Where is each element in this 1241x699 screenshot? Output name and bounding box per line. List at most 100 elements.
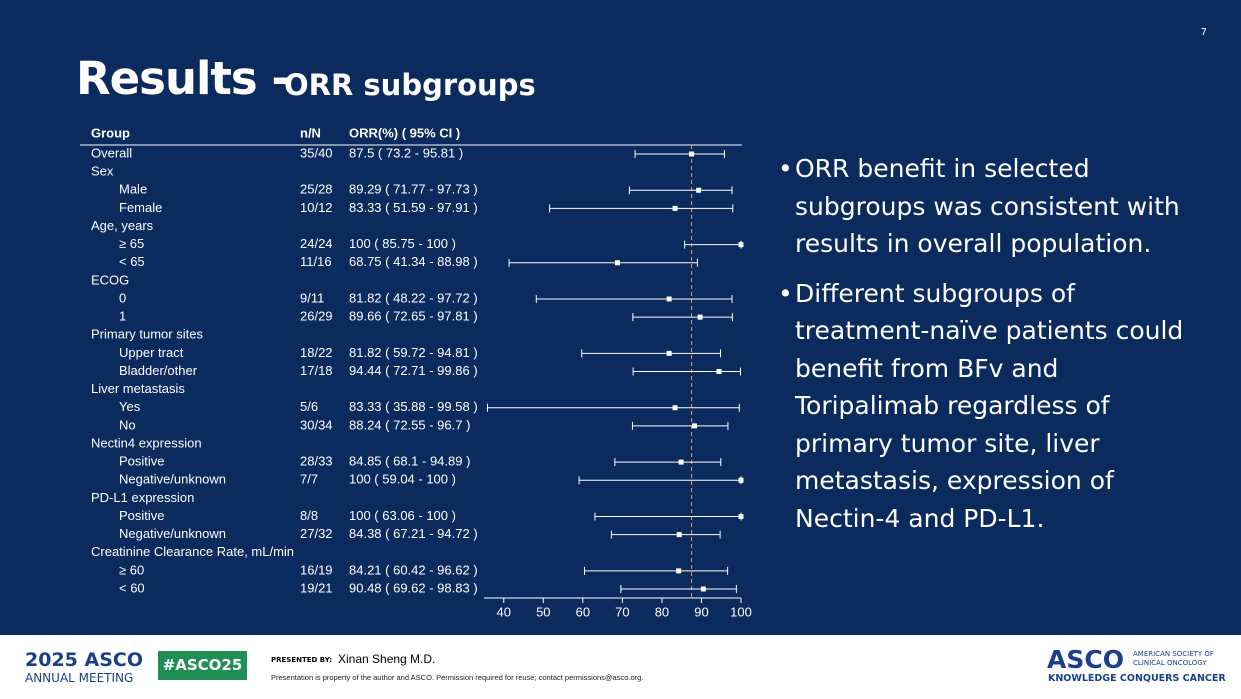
- n-label: 27/32: [300, 526, 333, 541]
- n-label: 25/28: [300, 182, 333, 197]
- estimate-marker: [689, 151, 695, 157]
- n-label: 16/19: [300, 562, 333, 577]
- n-label: 26/29: [300, 309, 333, 324]
- n-label: 24/24: [300, 236, 333, 251]
- group-label: Overall: [91, 145, 132, 160]
- estimate-marker: [678, 459, 684, 465]
- n-label: 8/8: [300, 508, 318, 523]
- column-header: ORR(%) ( 95% CI ): [349, 125, 460, 140]
- n-label: 18/22: [300, 345, 333, 360]
- estimate-marker: [676, 568, 682, 574]
- column-header: Group: [91, 125, 130, 140]
- group-label: 0: [119, 290, 126, 305]
- orr-label: 89.29 ( 71.77 - 97.73 ): [349, 182, 478, 197]
- n-label: 28/33: [300, 454, 333, 469]
- orr-label: 100 ( 59.04 - 100 ): [349, 472, 456, 487]
- estimate-marker: [738, 477, 744, 483]
- orr-label: 84.21 ( 60.42 - 96.62 ): [349, 562, 478, 577]
- group-label: ≥ 65: [119, 236, 144, 251]
- orr-label: 100 ( 85.75 - 100 ): [349, 236, 456, 251]
- n-label: 35/40: [300, 145, 333, 160]
- group-label: Female: [119, 200, 162, 215]
- group-label: Positive: [119, 454, 165, 469]
- presented-by: PRESENTED BY:: [271, 656, 333, 664]
- group-label: Negative/unknown: [119, 472, 226, 487]
- footer: 2025 ASCO ANNUAL MEETING #ASCO25 PRESENT…: [0, 635, 1241, 699]
- estimate-marker: [666, 296, 672, 302]
- x-tick-label: 40: [497, 604, 511, 619]
- orr-label: 83.33 ( 51.59 - 97.91 ): [349, 200, 478, 215]
- notice: Presentation is property of the author a…: [271, 673, 644, 682]
- estimate-marker: [692, 423, 698, 429]
- estimate-marker: [676, 532, 682, 538]
- n-label: 10/12: [300, 200, 333, 215]
- estimate-marker: [666, 350, 672, 356]
- x-tick-label: 90: [694, 604, 708, 619]
- meeting-year: 2025 ASCO: [25, 649, 143, 671]
- group-label: Sex: [91, 164, 114, 179]
- group-label: Negative/unknown: [119, 526, 226, 541]
- estimate-marker: [716, 369, 722, 374]
- estimate-marker: [738, 242, 744, 248]
- x-tick-label: 60: [576, 604, 590, 619]
- estimate-marker: [614, 260, 620, 266]
- x-tick-label: 70: [615, 604, 629, 619]
- group-label: Creatinine Clearance Rate, mL/min: [91, 544, 294, 559]
- orr-label: 100 ( 63.06 - 100 ): [349, 508, 456, 523]
- group-label: Liver metastasis: [91, 381, 185, 396]
- group-label: Upper tract: [119, 345, 184, 360]
- group-label: Yes: [119, 399, 141, 414]
- orr-label: 87.5 ( 73.2 - 95.81 ): [349, 145, 463, 160]
- column-header: n/N: [300, 125, 321, 140]
- orr-label: 88.24 ( 72.55 - 96.7 ): [349, 417, 470, 432]
- bullet: Different subgroups of treatment-naïve p…: [778, 275, 1208, 538]
- group-label: Male: [119, 182, 147, 197]
- forest-plot: Group n/N ORR(%) ( 95% CI ) Overall 35/40 87.…: [80, 125, 752, 619]
- subtitle: ORR subgroups: [284, 68, 536, 102]
- group-label: Primary tumor sites: [91, 327, 203, 342]
- bullet-list: ORR benefit in selected subgroups was co…: [778, 150, 1208, 549]
- group-label: Positive: [119, 508, 165, 523]
- x-tick-label: 100: [730, 604, 752, 619]
- estimate-marker: [700, 586, 706, 592]
- group-label: Bladder/other: [119, 363, 198, 378]
- estimate-marker: [697, 314, 703, 320]
- n-label: 7/7: [300, 472, 318, 487]
- orr-label: 81.82 ( 59.72 - 94.81 ): [349, 345, 478, 360]
- n-label: 9/11: [300, 290, 324, 305]
- estimate-marker: [738, 514, 744, 519]
- orr-label: 81.82 ( 48.22 - 97.72 ): [349, 290, 478, 305]
- orr-label: 84.38 ( 67.21 - 94.72 ): [349, 526, 478, 541]
- group-label: ≥ 60: [119, 562, 144, 577]
- asco-logo: ASCO: [1047, 645, 1124, 674]
- society-line: AMERICAN SOCIETY OF: [1133, 650, 1214, 658]
- tagline: KNOWLEDGE CONQUERS CANCER: [1048, 673, 1226, 684]
- orr-label: 83.33 ( 35.88 - 99.58 ): [349, 399, 478, 414]
- society-line: CLINICAL ONCOLOGY: [1133, 659, 1207, 667]
- orr-label: 68.75 ( 41.34 - 88.98 ): [349, 254, 478, 269]
- x-tick-label: 80: [655, 604, 669, 619]
- group-label: < 60: [119, 580, 145, 595]
- group-label: < 65: [119, 254, 145, 269]
- n-label: 17/18: [300, 363, 333, 378]
- orr-label: 94.44 ( 72.71 - 99.86 ): [349, 363, 478, 378]
- group-label: ECOG: [91, 272, 129, 287]
- bullet: ORR benefit in selected subgroups was co…: [778, 150, 1208, 263]
- orr-label: 84.85 ( 68.1 - 94.89 ): [349, 454, 470, 469]
- title: Results -: [76, 52, 290, 105]
- x-tick-label: 50: [536, 604, 550, 619]
- orr-label: 90.48 ( 69.62 - 98.83 ): [349, 580, 478, 595]
- estimate-marker: [696, 187, 702, 193]
- group-label: PD-L1 expression: [91, 490, 194, 505]
- n-label: 30/34: [300, 417, 333, 432]
- group-label: 1: [119, 309, 126, 324]
- n-label: 11/16: [300, 254, 332, 269]
- estimate-marker: [672, 205, 678, 211]
- group-label: Nectin4 expression: [91, 435, 202, 450]
- presenter: Xinan Sheng M.D.: [338, 652, 436, 666]
- page-number: 7: [1200, 27, 1207, 38]
- group-label: Age, years: [91, 218, 154, 233]
- orr-label: 89.66 ( 72.65 - 97.81 ): [349, 309, 478, 324]
- estimate-marker: [672, 405, 678, 411]
